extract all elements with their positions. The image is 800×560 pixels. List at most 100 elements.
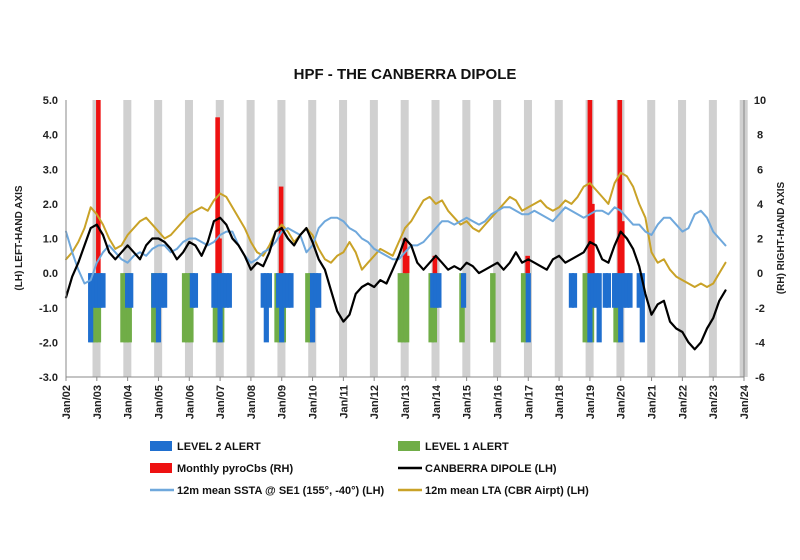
right-tick-label: -4 bbox=[755, 337, 766, 349]
pyrocb-bar bbox=[404, 255, 410, 274]
year-band bbox=[123, 100, 132, 377]
level2-alert-bar bbox=[211, 273, 217, 308]
year-band bbox=[462, 100, 471, 377]
legend-swatch-pyrocbs bbox=[150, 463, 172, 473]
level2-alert-bar bbox=[525, 273, 531, 343]
level2-alert-bar bbox=[624, 273, 630, 308]
x-tick-label: Jan/09 bbox=[277, 385, 289, 419]
level2-alert-bar bbox=[217, 273, 223, 343]
right-tick-label: 6 bbox=[757, 164, 763, 176]
legend-label-level1: LEVEL 1 ALERT bbox=[425, 441, 509, 453]
left-tick-label: 4.0 bbox=[43, 130, 58, 142]
level2-alert-bar bbox=[590, 273, 596, 308]
level1-alert-bar bbox=[305, 273, 311, 343]
x-tick-label: Jan/03 bbox=[92, 385, 104, 419]
level1-alert-bar bbox=[184, 273, 191, 343]
level2-alert-bar bbox=[282, 273, 288, 308]
ssta-line bbox=[65, 206, 727, 285]
level2-alert-bar bbox=[88, 273, 94, 343]
level1-alert-bar bbox=[181, 273, 188, 343]
right-tick-label: 8 bbox=[757, 130, 763, 142]
year-band bbox=[523, 100, 532, 377]
legend-swatch-level1 bbox=[398, 441, 420, 451]
lta-line bbox=[65, 171, 727, 288]
level1-alert-bar bbox=[397, 273, 404, 343]
x-tick-label: Jan/07 bbox=[215, 385, 227, 419]
left-tick-label: 0.0 bbox=[43, 268, 58, 280]
year-band bbox=[554, 100, 563, 377]
level2-alert-bar bbox=[313, 273, 319, 308]
pyrocb-bar bbox=[619, 221, 625, 274]
x-tick-label: Jan/06 bbox=[184, 385, 196, 419]
x-tick-label: Jan/11 bbox=[338, 385, 350, 419]
year-band bbox=[308, 100, 317, 377]
year-band bbox=[708, 100, 717, 377]
right-tick-label: -2 bbox=[755, 303, 765, 315]
left-tick-label: -2.0 bbox=[39, 337, 58, 349]
x-tick-label: Jan/24 bbox=[739, 384, 751, 419]
level2-alert-bar bbox=[587, 273, 593, 343]
left-axis-title: (LH) LEFT-HAND AXIS bbox=[14, 185, 25, 291]
left-tick-label: 2.0 bbox=[43, 199, 58, 211]
year-band bbox=[493, 100, 502, 377]
level2-alert-bar bbox=[91, 273, 97, 308]
legend-label-dipole: CANBERRA DIPOLE (LH) bbox=[425, 463, 557, 475]
level1-alert-bar bbox=[490, 273, 496, 343]
x-tick-label: Jan/21 bbox=[647, 385, 659, 419]
x-tick-label: Jan/17 bbox=[523, 385, 535, 419]
level2-alert-bar bbox=[128, 273, 134, 308]
bar-series bbox=[88, 100, 645, 343]
level2-alert-bar bbox=[162, 273, 168, 308]
right-tick-label: -6 bbox=[755, 372, 765, 384]
pyrocb-bar bbox=[96, 100, 101, 274]
dipole-line bbox=[64, 216, 727, 351]
level2-alert-bar bbox=[621, 273, 627, 308]
left-tick-label: 1.0 bbox=[43, 234, 58, 246]
legend-label-lta: 12m mean LTA (CBR Airpt) (LH) bbox=[425, 485, 589, 497]
level2-alert-bar bbox=[568, 273, 575, 308]
x-tick-label: Jan/22 bbox=[677, 385, 689, 419]
x-tick-label: Jan/04 bbox=[123, 384, 135, 419]
axes: 5.0 4.0 3.0 2.0 1.0 0.0 -1.0 -2.0 -3.0 10 8 6 4 2 0 -2 -… bbox=[39, 95, 766, 419]
level2-alert-bar bbox=[151, 273, 157, 308]
x-tick-label: Jan/12 bbox=[369, 385, 381, 419]
level2-alert-bar bbox=[214, 273, 220, 308]
pyrocb-bar bbox=[590, 203, 595, 274]
level2-alert-bar bbox=[627, 273, 633, 308]
level2-alert-bar bbox=[276, 273, 282, 308]
legend-label-ssta: 12m mean SSTA @ SE1 (155°, -40°) (LH) bbox=[177, 485, 385, 497]
pyrocb-bar bbox=[617, 100, 623, 274]
level2-alert-bar bbox=[636, 273, 642, 308]
level2-alert-bar bbox=[436, 273, 442, 308]
year-band bbox=[647, 100, 656, 377]
level2-alert-bar bbox=[285, 273, 291, 308]
year-band bbox=[246, 100, 255, 377]
level2-alert-bar bbox=[226, 273, 232, 308]
pyrocb-bar bbox=[278, 186, 284, 274]
level2-alert-bar bbox=[615, 273, 621, 308]
level1-alert-bar bbox=[582, 273, 589, 343]
left-tick-label: 5.0 bbox=[43, 95, 58, 107]
level2-alert-bar bbox=[618, 273, 624, 343]
level2-alert-bar bbox=[125, 273, 131, 308]
level2-alert-bar bbox=[155, 273, 162, 343]
level2-alert-bar bbox=[189, 273, 195, 308]
x-tick-label: Jan/20 bbox=[616, 385, 628, 419]
level2-alert-bar bbox=[158, 273, 165, 308]
right-tick-label: 4 bbox=[757, 199, 764, 211]
level2-alert-bar bbox=[460, 273, 467, 308]
level2-alert-bar bbox=[266, 273, 272, 308]
level2-alert-bar bbox=[593, 273, 599, 308]
year-band bbox=[678, 100, 687, 377]
level1-alert-bar bbox=[403, 273, 410, 343]
x-tick-label: Jan/13 bbox=[400, 385, 412, 419]
x-tick-label: Jan/05 bbox=[153, 385, 165, 419]
level2-alert-bar bbox=[430, 273, 436, 308]
chart-title: HPF - THE CANBERRA DIPOLE bbox=[294, 66, 517, 83]
year-band bbox=[369, 100, 378, 377]
level2-alert-bar bbox=[639, 273, 645, 343]
level1-alert-bar bbox=[520, 273, 527, 343]
level2-alert-bar bbox=[192, 273, 199, 308]
level2-alert-bar bbox=[571, 273, 578, 308]
level2-alert-bar bbox=[100, 273, 106, 308]
